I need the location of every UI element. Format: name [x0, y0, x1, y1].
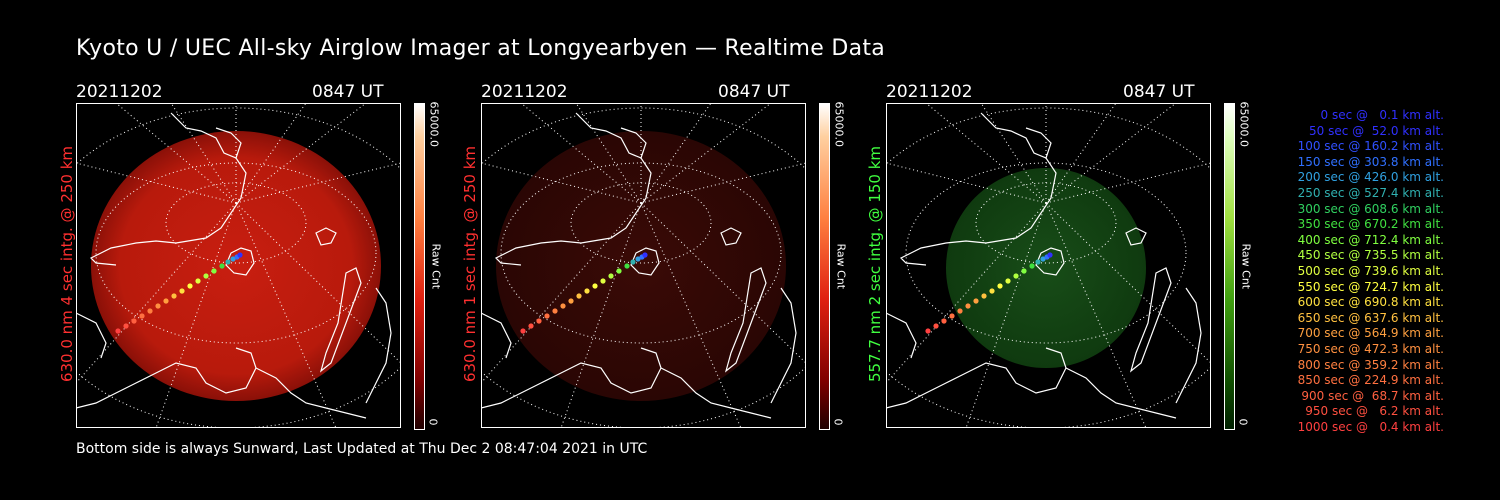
- legend-row: 100 sec @ 160.2 km alt.: [1293, 139, 1444, 154]
- legend-row: 150 sec @ 303.8 km alt.: [1293, 154, 1444, 169]
- panel-1-colorbar-min: 0: [426, 418, 440, 426]
- legend-row: 300 sec @ 608.6 km alt.: [1293, 201, 1444, 216]
- legend-row: 1000 sec @ 0.4 km alt.: [1297, 419, 1444, 434]
- legend-row: 500 sec @ 739.6 km alt.: [1293, 263, 1444, 278]
- legend-row: 900 sec @ 68.7 km alt.: [1297, 388, 1444, 403]
- legend-row: 50 sec @ 52.0 km alt.: [1301, 123, 1444, 138]
- panel-3-date: 20211202: [886, 82, 973, 102]
- panel-2-date: 20211202: [481, 82, 568, 102]
- legend-row: 750 sec @ 472.3 km alt.: [1293, 341, 1444, 356]
- panel-3-colorbar-min: 0: [1236, 418, 1250, 426]
- legend-row: 650 sec @ 637.6 km alt.: [1293, 310, 1444, 325]
- panel-1-image: [76, 103, 401, 428]
- legend-row: 200 sec @ 426.0 km alt.: [1293, 170, 1444, 185]
- panel-2-side-label: 630.0 nm 1 sec intg. @ 250 km: [461, 145, 479, 383]
- panel-3-colorbar: [1224, 103, 1235, 430]
- panel-1-time: 0847 UT: [312, 82, 384, 102]
- trajectory-dots-2: [520, 252, 648, 334]
- legend-row: 550 sec @ 724.7 km alt.: [1293, 279, 1444, 294]
- panel-2-colorbar-max: 65000.0: [832, 101, 846, 148]
- trajectory-dots-3: [925, 252, 1053, 334]
- legend-row: 250 sec @ 527.4 km alt.: [1293, 185, 1444, 200]
- panel-2-image: [481, 103, 806, 428]
- panel-1-colorbar-max: 65000.0: [427, 101, 441, 148]
- panel-1-date: 20211202: [76, 82, 163, 102]
- airglow-disk: [496, 131, 786, 401]
- panel-3-image: [886, 103, 1211, 428]
- panel-3-time: 0847 UT: [1123, 82, 1195, 102]
- panel-2-time: 0847 UT: [718, 82, 790, 102]
- legend-row: 600 sec @ 690.8 km alt.: [1293, 295, 1444, 310]
- legend-row: 800 sec @ 359.2 km alt.: [1293, 357, 1444, 372]
- page-title: Kyoto U / UEC All-sky Airglow Imager at …: [76, 36, 886, 61]
- panel-3-colorbar-max: 65000.0: [1237, 101, 1251, 148]
- panel-2-colorbar: [819, 103, 830, 430]
- panel-2-colorbar-unit: Raw Cnt: [834, 243, 848, 290]
- trajectory-dots-1: [115, 252, 243, 334]
- legend-row: 700 sec @ 564.9 km alt.: [1293, 326, 1444, 341]
- panel-3-colorbar-unit: Raw Cnt: [1239, 243, 1253, 290]
- footer-note: Bottom side is always Sunward, Last Upda…: [76, 441, 648, 457]
- legend-row: 850 sec @ 224.9 km alt.: [1293, 373, 1444, 388]
- legend-row: 450 sec @ 735.5 km alt.: [1293, 248, 1444, 263]
- panel-1-side-label: 630.0 nm 4 sec intg. @ 250 km: [58, 145, 76, 383]
- legend-row: 400 sec @ 712.4 km alt.: [1293, 232, 1444, 247]
- legend-row: 0 sec @ 0.1 km alt.: [1309, 108, 1444, 122]
- airglow-disk: [91, 131, 381, 401]
- panel-3-side-label: 557.7 nm 2 sec intg. @ 150 km: [866, 145, 884, 383]
- legend-row: 350 sec @ 670.2 km alt.: [1293, 217, 1444, 232]
- altitude-legend: 0 sec @ 0.1 km alt. 50 sec @ 52.0 km alt…: [1262, 108, 1444, 435]
- panel-2-colorbar-min: 0: [831, 418, 845, 426]
- panel-1-colorbar-unit: Raw Cnt: [429, 243, 443, 290]
- airglow-disk: [946, 168, 1146, 368]
- panel-1-colorbar: [414, 103, 425, 430]
- legend-row: 950 sec @ 6.2 km alt.: [1301, 404, 1444, 419]
